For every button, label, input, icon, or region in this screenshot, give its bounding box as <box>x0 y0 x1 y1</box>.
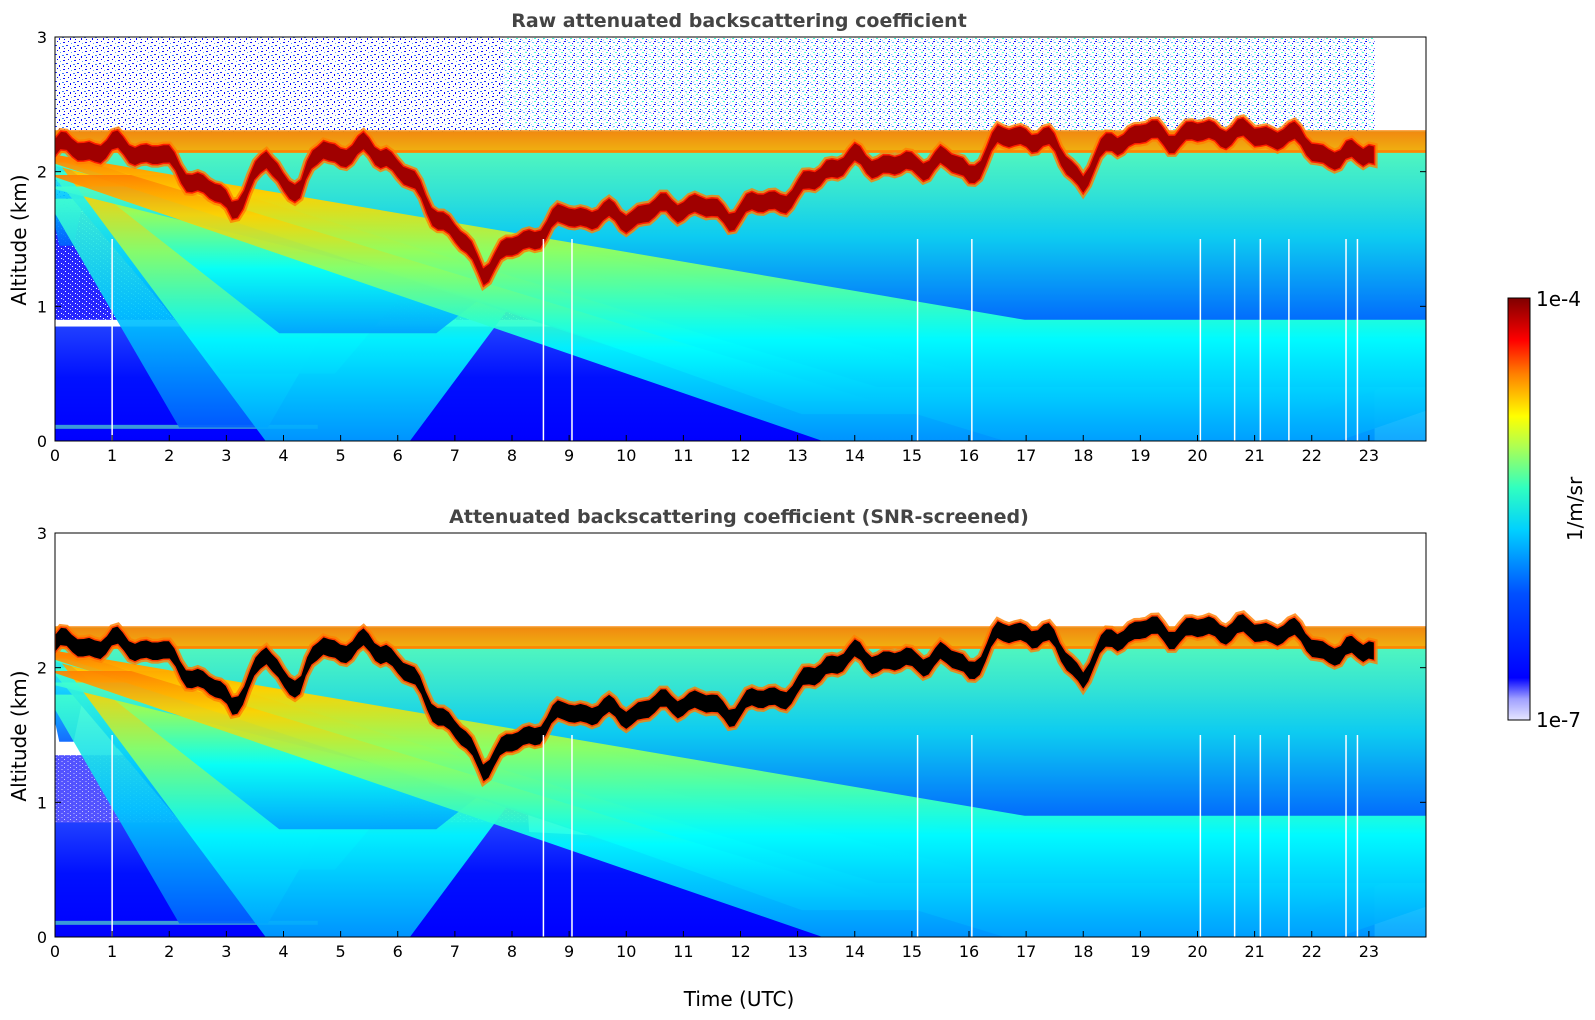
x-tick-label-7: 7 <box>450 942 460 961</box>
x-tick-label-4: 4 <box>278 942 288 961</box>
bottom-panel: 0 1 2 3 4 5 6 7 8 9 10 11 12 13 14 15 16 17 18 19 20 21 22 2301… <box>37 524 1427 961</box>
bottom-panel-title: Attenuated backscattering coefficient (S… <box>449 506 1029 528</box>
x-tick-label-22: 22 <box>1302 446 1322 465</box>
y-tick-label-3: 3 <box>37 28 47 47</box>
colorbar: 1e-4 1e-7 1/m/sr <box>1507 287 1587 732</box>
x-tick-label-12: 12 <box>730 942 750 961</box>
x-tick-label-16: 16 <box>959 942 979 961</box>
top-panel: 0 1 2 3 4 5 6 7 8 9 10 11 12 13 14 15 16 17 18 19 20 21 22 2301… <box>37 28 1427 465</box>
x-tick-label-1: 1 <box>107 942 117 961</box>
x-tick-label-19: 19 <box>1130 446 1150 465</box>
x-tick-label-2: 2 <box>164 446 174 465</box>
y-tick-label-0: 0 <box>37 928 47 947</box>
top-panel-title: Raw attenuated backscattering coefficien… <box>511 10 967 32</box>
y-tick-label-1: 1 <box>37 297 47 316</box>
x-tick-label-10: 10 <box>616 446 636 465</box>
x-tick-label-17: 17 <box>1016 942 1036 961</box>
x-tick-label-23: 23 <box>1359 942 1379 961</box>
x-tick-label-20: 20 <box>1187 942 1207 961</box>
y-tick-label-2: 2 <box>37 659 47 678</box>
x-tick-label-14: 14 <box>845 446 865 465</box>
y-tick-label-1: 1 <box>37 793 47 812</box>
x-tick-label-15: 15 <box>902 942 922 961</box>
colorbar-max-label: 1e-4 <box>1536 287 1581 311</box>
x-tick-label-4: 4 <box>278 446 288 465</box>
y-tick-label-2: 2 <box>37 163 47 182</box>
bottom-y-axis-label: Altitude (km) <box>7 670 31 801</box>
x-tick-label-13: 13 <box>787 942 807 961</box>
x-tick-label-22: 22 <box>1302 942 1322 961</box>
x-tick-label-15: 15 <box>902 446 922 465</box>
cloud-layer <box>55 612 1376 784</box>
y-tick-label-0: 0 <box>37 432 47 451</box>
colorbar-min-label: 1e-7 <box>1536 708 1581 732</box>
x-tick-label-5: 5 <box>336 942 346 961</box>
x-tick-label-7: 7 <box>450 446 460 465</box>
x-tick-label-10: 10 <box>616 942 636 961</box>
x-tick-label-21: 21 <box>1244 942 1264 961</box>
heatmap-image <box>55 610 1426 937</box>
x-tick-label-16: 16 <box>959 446 979 465</box>
x-tick-label-2: 2 <box>164 942 174 961</box>
x-tick-label-14: 14 <box>845 942 865 961</box>
colorbar-gradient <box>1507 297 1531 721</box>
top-y-axis-label: Altitude (km) <box>7 174 31 305</box>
x-tick-label-9: 9 <box>564 446 574 465</box>
x-tick-label-17: 17 <box>1016 446 1036 465</box>
colorbar-unit-label: 1/m/sr <box>1563 476 1587 541</box>
x-tick-label-12: 12 <box>730 446 750 465</box>
x-tick-label-0: 0 <box>50 446 60 465</box>
heatmap-image <box>55 37 1426 441</box>
x-tick-label-6: 6 <box>393 942 403 961</box>
x-axis-label: Time (UTC) <box>683 987 795 1011</box>
x-tick-label-20: 20 <box>1187 446 1207 465</box>
x-tick-label-6: 6 <box>393 446 403 465</box>
x-tick-label-23: 23 <box>1359 446 1379 465</box>
x-tick-label-18: 18 <box>1073 446 1093 465</box>
y-tick-label-3: 3 <box>37 524 47 543</box>
x-tick-label-19: 19 <box>1130 942 1150 961</box>
x-tick-label-8: 8 <box>507 446 517 465</box>
x-tick-label-3: 3 <box>221 942 231 961</box>
x-tick-label-18: 18 <box>1073 942 1093 961</box>
x-tick-label-3: 3 <box>221 446 231 465</box>
x-tick-label-21: 21 <box>1244 446 1264 465</box>
x-tick-label-11: 11 <box>673 942 693 961</box>
x-tick-label-8: 8 <box>507 942 517 961</box>
cloud-layer <box>55 116 1376 288</box>
x-tick-label-0: 0 <box>50 942 60 961</box>
x-tick-label-5: 5 <box>336 446 346 465</box>
x-tick-label-9: 9 <box>564 942 574 961</box>
x-tick-label-11: 11 <box>673 446 693 465</box>
x-tick-label-1: 1 <box>107 446 117 465</box>
x-tick-label-13: 13 <box>787 446 807 465</box>
